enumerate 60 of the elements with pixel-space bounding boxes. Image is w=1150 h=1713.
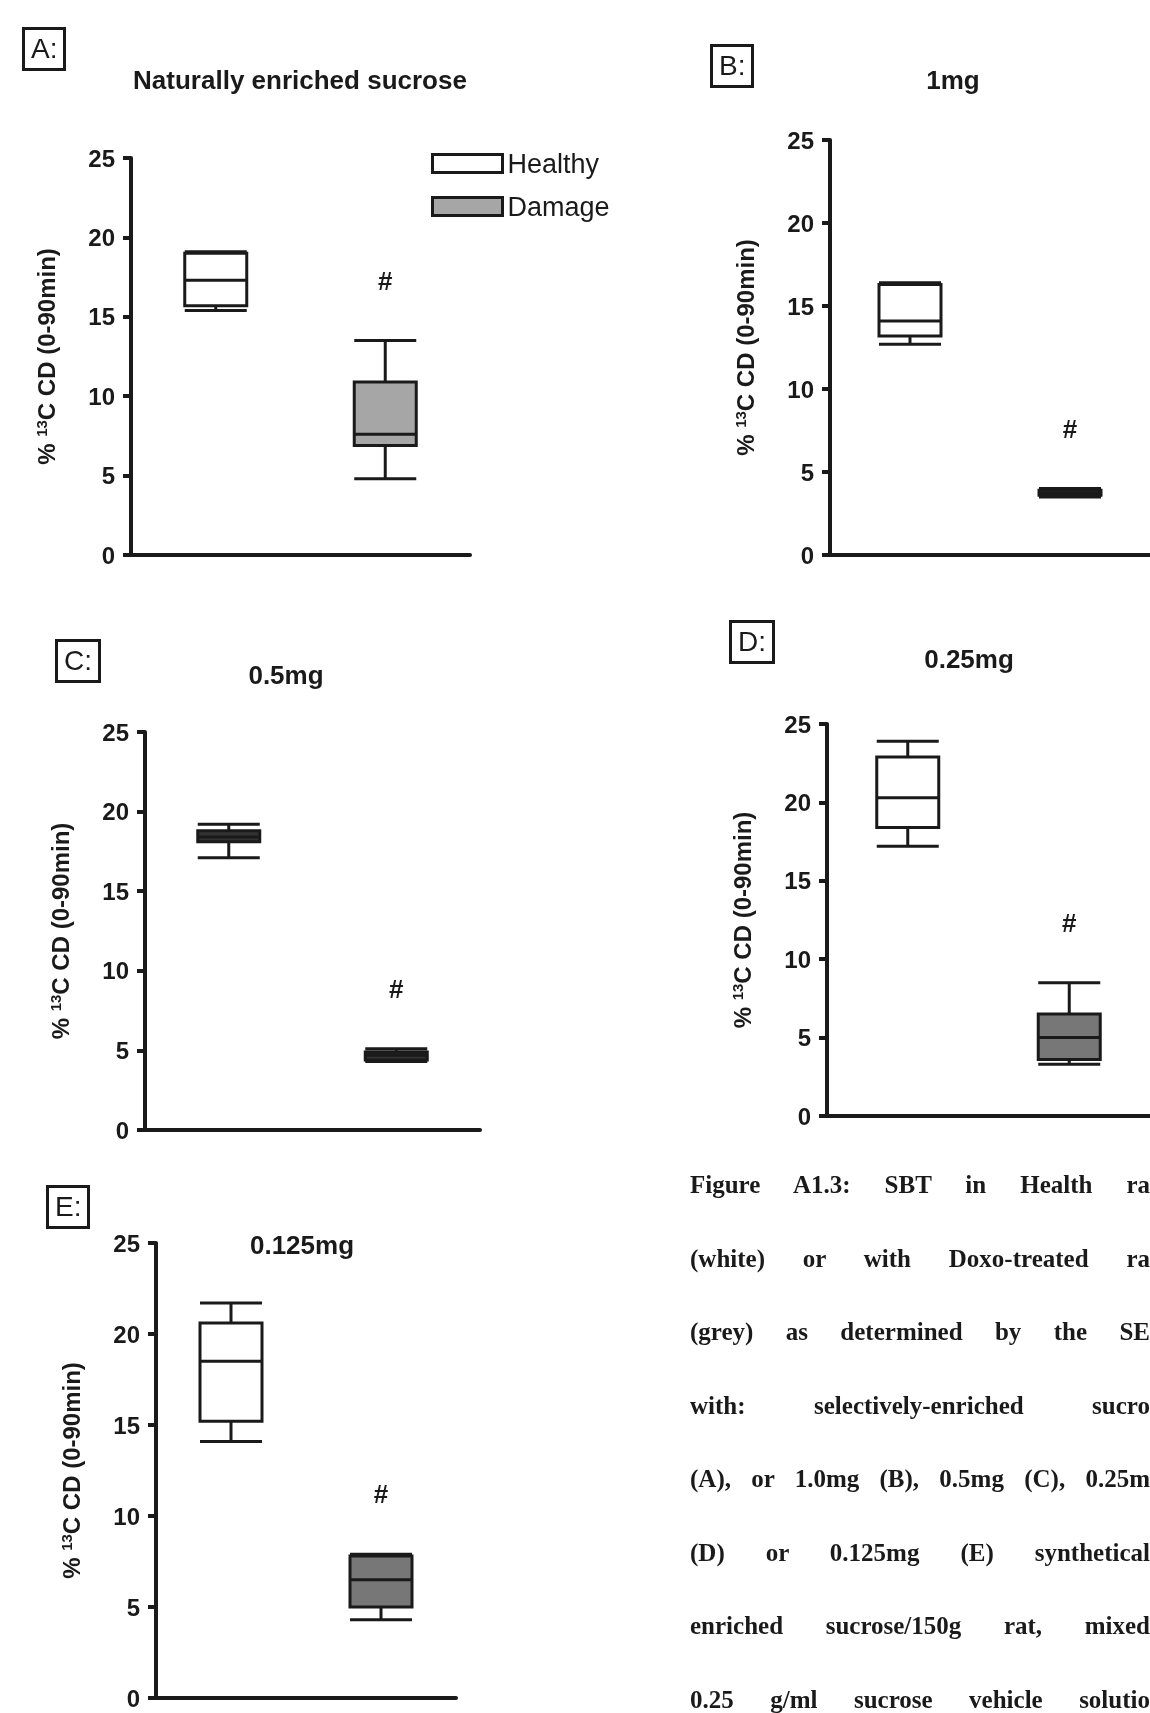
text: with: selectively-enriched sucro [690, 1390, 1150, 1421]
y-tick-label: 20 [113, 1320, 140, 1348]
legend-label: Healthy [507, 148, 600, 179]
y-tick-label: 5 [800, 458, 814, 486]
annotation: # [373, 1479, 389, 1510]
y-tick-label: 5 [797, 1024, 811, 1052]
y-tick-label: 25 [113, 1229, 140, 1257]
y-tick-label: 0 [126, 1684, 140, 1712]
y-tick-label: 15 [102, 877, 129, 905]
y-tick-label: 10 [787, 375, 814, 403]
y-axis-title: % 13C CD (0-90min) [58, 1362, 85, 1579]
y-tick-label: 15 [787, 292, 814, 320]
y-tick-label: 10 [102, 957, 129, 985]
y-tick-label: 15 [88, 303, 115, 331]
text: (white) or with Doxo-treated ra [690, 1243, 1150, 1275]
label-box: D: [729, 620, 775, 664]
label-box: B: [710, 44, 755, 88]
y-tick-label: 15 [113, 1411, 140, 1439]
y-tick-label: 25 [88, 144, 115, 172]
text: (D) or 0.125mg (E) synthetical [690, 1537, 1150, 1569]
chart-title: Naturally enriched sucrose [133, 65, 467, 95]
y-tick-label: 20 [787, 209, 814, 237]
annotation: # [389, 973, 405, 1004]
chart-title: 1mg [926, 65, 980, 95]
y-tick-label: 5 [126, 1593, 140, 1621]
text: (grey) as determined by the SE [690, 1317, 1150, 1348]
y-tick-label: 25 [784, 710, 811, 738]
y-axis-title: % 13C CD (0-90min) [47, 822, 74, 1040]
y-axis-title: % 13C CD (0-90min) [729, 811, 756, 1029]
y-tick-label: 25 [102, 718, 129, 746]
chart-title: 0.125mg [249, 1230, 355, 1260]
y-tick-label: 0 [797, 1102, 811, 1130]
annotation: # [1062, 413, 1078, 444]
caption: Figure A1.3: SBT in Health ra [690, 1170, 1150, 1200]
y-axis-title: % 13C CD (0-90min) [33, 248, 60, 465]
y-tick-label: 20 [88, 223, 115, 251]
label-box: A: [22, 27, 67, 71]
label-box: C: [55, 639, 101, 683]
y-axis-title: % 13C CD (0-90min) [732, 239, 759, 456]
annotation: # [1062, 907, 1078, 938]
legend-label: Damage [507, 191, 610, 222]
text: 0.25 g/ml sucrose vehicle solutio [690, 1684, 1150, 1713]
y-tick-label: 20 [102, 798, 129, 826]
y-tick-label: 5 [115, 1036, 129, 1064]
y-tick-label: 0 [800, 541, 814, 569]
y-tick-label: 0 [115, 1116, 129, 1144]
y-tick-label: 25 [787, 126, 814, 154]
y-tick-label: 10 [784, 945, 811, 973]
y-tick-label: 10 [113, 1502, 140, 1530]
chart-title: 0.5mg [248, 660, 324, 690]
y-tick-label: 15 [784, 867, 811, 895]
annotation: # [378, 265, 394, 296]
text: (A), or 1.0mg (B), 0.5mg (C), 0.25m [690, 1464, 1150, 1495]
text: enriched sucrose/150g rat, mixed [690, 1611, 1150, 1641]
y-tick-label: 0 [101, 541, 115, 569]
y-tick-label: 5 [101, 462, 115, 490]
label-box: E: [46, 1185, 91, 1229]
chart-title: 0.25mg [924, 644, 1014, 674]
y-tick-label: 10 [88, 382, 115, 410]
y-tick-label: 20 [784, 788, 811, 816]
